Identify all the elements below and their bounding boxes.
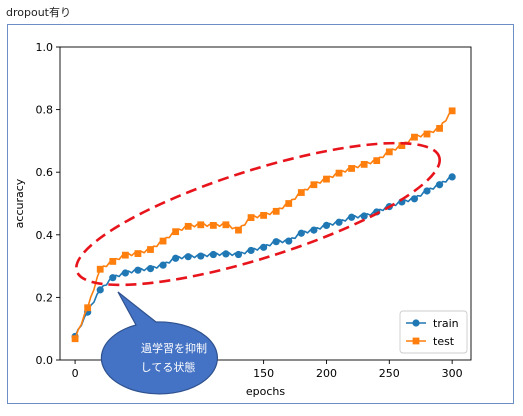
data-point-test <box>436 124 443 132</box>
data-point-test <box>323 175 330 183</box>
data-point-test <box>147 246 154 253</box>
data-point-test <box>448 107 456 115</box>
data-point-test <box>360 160 368 168</box>
data-point-test <box>121 251 129 259</box>
data-point-train <box>159 261 167 269</box>
data-point-train <box>360 212 368 220</box>
data-point-train <box>96 286 104 294</box>
data-point-test <box>297 189 305 196</box>
data-point-train <box>272 238 280 246</box>
data-point-train <box>197 252 205 260</box>
data-point-test <box>172 228 180 236</box>
data-point-test <box>348 165 355 172</box>
legend-marker-train <box>412 319 420 327</box>
legend: train test <box>399 310 468 354</box>
data-point-train <box>347 213 356 221</box>
y-tick-label: 0.2 <box>36 291 54 304</box>
data-point-train <box>423 187 431 195</box>
data-point-test <box>310 181 318 189</box>
data-point-test <box>423 130 431 138</box>
data-point-train <box>247 246 255 255</box>
data-point-train <box>184 253 192 261</box>
data-point-test <box>109 258 117 265</box>
data-point-test <box>222 221 230 229</box>
accuracy-chart: 0501001502002503000.00.20.40.60.81.0epoc… <box>13 41 472 398</box>
data-point-test <box>71 335 79 343</box>
data-point-train <box>335 218 343 226</box>
data-point-train <box>134 266 142 274</box>
data-point-test <box>385 148 393 156</box>
data-point-train <box>109 274 117 282</box>
y-tick-label: 0.0 <box>36 354 54 367</box>
data-point-train <box>172 254 180 262</box>
data-point-train <box>448 173 456 181</box>
legend-label-test: test <box>433 335 455 348</box>
data-point-train <box>121 269 129 277</box>
x-tick-label: 250 <box>379 367 400 380</box>
chart-caption: dropout有り <box>6 6 71 19</box>
y-tick-label: 0.6 <box>36 166 54 179</box>
y-tick-label: 1.0 <box>36 41 54 54</box>
data-point-test <box>209 222 217 229</box>
data-point-test <box>247 214 255 221</box>
data-point-test <box>285 200 293 207</box>
data-point-test <box>260 211 268 219</box>
callout-line-2: してる状態 <box>141 360 196 374</box>
data-point-train <box>310 226 318 234</box>
callout-shape <box>100 291 219 395</box>
data-point-test <box>235 226 242 234</box>
data-point-train <box>222 250 230 258</box>
plot-area-border <box>59 46 472 361</box>
x-tick-label: 150 <box>253 367 274 380</box>
callout-line-1: 過学習を抑制 <box>141 341 207 355</box>
y-axis-label: accuracy <box>13 178 26 228</box>
data-point-test <box>411 133 418 141</box>
data-point-test <box>134 250 142 257</box>
y-tick-label: 0.8 <box>36 104 54 117</box>
data-point-test <box>96 265 104 273</box>
overfitting-highlight-ellipse <box>75 141 441 287</box>
y-tick-label: 0.4 <box>36 229 54 242</box>
legend-marker-test <box>412 337 420 345</box>
data-point-train <box>322 221 331 230</box>
data-point-test <box>197 221 205 229</box>
x-tick-label: 300 <box>442 367 463 380</box>
data-point-train <box>297 229 305 237</box>
data-point-train <box>146 265 155 273</box>
data-point-train <box>209 250 217 259</box>
data-point-test <box>373 157 381 165</box>
data-point-test <box>84 304 92 312</box>
data-point-train <box>260 243 268 251</box>
data-point-train <box>234 250 243 259</box>
callout-bubble: 過学習を抑制 してる状態 <box>100 291 219 395</box>
data-point-test <box>335 169 343 177</box>
data-point-test <box>159 237 167 245</box>
data-point-test <box>272 207 280 215</box>
series-train <box>71 173 456 341</box>
legend-label-train: train <box>433 317 459 330</box>
x-tick-label: 200 <box>316 367 337 380</box>
x-tick-label: 0 <box>72 367 79 380</box>
x-axis-label: epochs <box>246 385 285 398</box>
data-point-test <box>184 222 192 230</box>
chart-frame: 0501001502002503000.00.20.40.60.81.0epoc… <box>7 24 514 404</box>
data-point-train <box>435 181 444 189</box>
series-test <box>71 107 456 343</box>
data-point-train <box>410 195 419 203</box>
data-point-test <box>398 142 406 149</box>
data-point-train <box>285 237 293 245</box>
